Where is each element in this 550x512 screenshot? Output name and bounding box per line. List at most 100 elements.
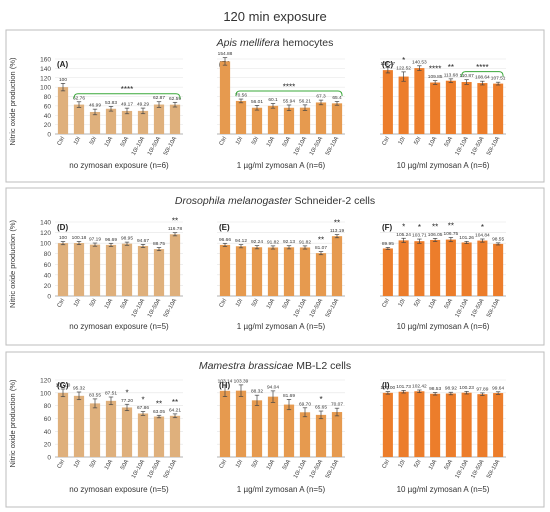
bar <box>89 403 101 457</box>
bar <box>121 110 133 134</box>
section-box <box>5 29 545 183</box>
chart-panel: 0 20 40 60 80 100 120 140 (D) 100 Ctrl 100.18 10I 97.… <box>40 217 183 331</box>
x-tick-label: 10I <box>235 298 244 308</box>
value-label: 62.59 <box>169 96 181 102</box>
x-axis-label: no zymosan exposure (n=6) <box>69 161 169 170</box>
x-tick-label: 50I <box>251 459 260 469</box>
value-label: 109.85 <box>428 74 443 80</box>
panel-label: (E) <box>219 223 230 232</box>
bar <box>493 393 504 457</box>
figure-title: 120 min exposure <box>223 9 326 24</box>
bar <box>89 244 101 296</box>
x-tick-label: 10I <box>73 298 82 308</box>
bar <box>461 242 472 296</box>
x-tick-label: 50I <box>89 298 98 308</box>
bar <box>299 107 311 134</box>
value-label: 103.39 <box>234 378 249 384</box>
y-tick-label: 140 <box>40 220 51 227</box>
significance-stars: * <box>402 222 405 231</box>
value-label: 110.87 <box>459 73 474 79</box>
bar <box>73 104 85 134</box>
value-label: 104.84 <box>475 232 490 238</box>
value-label: 98.95 <box>121 236 133 242</box>
significance-stars: * <box>125 388 128 397</box>
x-tick-label: Ctrl <box>381 298 391 309</box>
x-tick-label: 50I <box>251 136 260 146</box>
value-label: 87.51 <box>105 390 117 396</box>
significance-stars: * <box>141 396 144 405</box>
value-label: 100.23 <box>459 385 474 391</box>
bar <box>73 243 85 296</box>
x-tick-label: 10A <box>266 136 276 148</box>
value-label: 101.26 <box>459 235 474 241</box>
panel-label: (G) <box>57 381 69 390</box>
value-label: 81.07 <box>315 245 327 251</box>
y-tick-label: 20 <box>44 442 52 449</box>
bar <box>430 393 441 457</box>
significance-bracket <box>235 90 343 97</box>
bar <box>283 247 295 296</box>
significance-bracket <box>73 93 181 99</box>
value-label: 136.27 <box>381 61 396 67</box>
bar <box>105 400 117 457</box>
section-title-italic: Mamestra brassicae <box>199 360 294 372</box>
y-tick-label: 80 <box>44 94 52 101</box>
bar <box>414 241 425 296</box>
y-tick-label: 160 <box>40 57 51 64</box>
bar <box>219 61 231 134</box>
x-tick-label: Ctrl <box>381 459 391 470</box>
x-tick-label: 50I <box>89 136 98 146</box>
x-tick-label: 10A <box>428 459 438 471</box>
bar <box>331 412 343 457</box>
x-tick-label: 50A <box>444 298 454 310</box>
panel-label: (F) <box>382 223 393 232</box>
section-box <box>5 187 545 346</box>
value-label: 98.55 <box>492 236 504 242</box>
value-label: 113.68 <box>444 72 459 78</box>
value-label: 96.66 <box>219 237 231 243</box>
bar <box>57 87 69 134</box>
bar <box>137 413 149 457</box>
y-tick-label: 80 <box>44 251 52 258</box>
x-tick-label: 10A <box>104 298 114 310</box>
x-tick-label: Ctrl <box>219 459 229 470</box>
bar <box>153 249 165 296</box>
value-label: 98.92 <box>445 386 457 392</box>
value-label: 101.73 <box>396 384 411 390</box>
bar <box>445 239 456 296</box>
significance-stars: ** <box>448 221 454 230</box>
bar <box>414 391 425 457</box>
bar <box>137 245 149 296</box>
value-label: 65.4 <box>332 95 342 101</box>
bar <box>267 105 279 134</box>
y-tick-label: 140 <box>40 66 51 73</box>
bar <box>267 396 279 457</box>
value-label: 49.29 <box>137 102 149 108</box>
bar <box>382 392 393 457</box>
bar <box>169 104 181 134</box>
value-label: 102.42 <box>412 383 427 389</box>
bar <box>398 240 409 296</box>
x-axis-label: no zymosan exposure (n=5) <box>69 322 169 331</box>
x-tick-label: 50I <box>413 298 422 308</box>
x-tick-label: 10I <box>398 136 407 146</box>
value-label: 94.67 <box>137 238 149 244</box>
y-axis-label: Nitric oxide production (%) <box>8 379 17 467</box>
value-label: 106.75 <box>444 231 459 237</box>
x-tick-label: 50A <box>120 459 130 471</box>
significance-bracket <box>461 71 504 77</box>
value-label: 106.05 <box>428 232 443 238</box>
value-label: 49.17 <box>121 102 133 108</box>
x-tick-label: Ctrl <box>381 136 391 147</box>
value-label: 96.69 <box>105 237 117 243</box>
x-tick-label: 50I <box>89 459 98 469</box>
value-label: 65.65 <box>315 405 327 411</box>
x-axis-label: 1 µg/ml zymosan A (n=5) <box>237 485 326 494</box>
bar <box>430 82 441 134</box>
value-label: 70.07 <box>331 402 343 408</box>
y-tick-label: 60 <box>44 103 52 110</box>
bar <box>105 244 117 296</box>
bar <box>414 68 425 134</box>
value-label: 88.32 <box>251 389 263 395</box>
value-label: 67.86 <box>137 405 149 411</box>
